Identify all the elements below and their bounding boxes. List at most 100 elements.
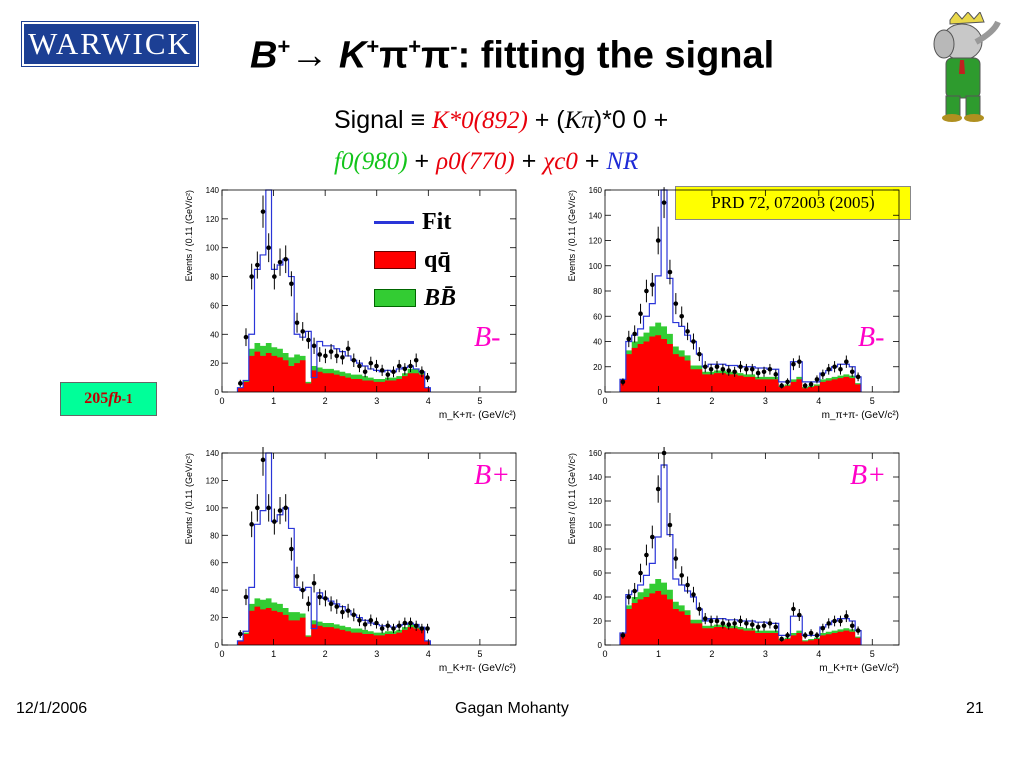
qq-area — [619, 335, 862, 392]
data-point — [755, 370, 761, 376]
y-axis-label: Events / (0.11 (GeV/c²) — [567, 190, 577, 281]
data-point — [620, 379, 626, 385]
eq-plus-paren: + ( — [527, 106, 565, 134]
data-point — [685, 329, 690, 334]
x-tick-label: 5 — [477, 396, 482, 406]
data-point — [368, 618, 374, 623]
y-tick-label: 100 — [206, 504, 220, 513]
eq-signal: Signal — [334, 106, 404, 134]
data-point — [855, 374, 861, 380]
x-tick-label: 0 — [602, 649, 607, 659]
y-tick-label: 20 — [593, 363, 602, 372]
histogram-top-right: 0 20 40 60 80 100 120 140 160 0 1 2 3 4 5 m_π+π- (GeV/c… — [567, 186, 900, 421]
data-point — [328, 601, 334, 607]
data-point — [849, 623, 855, 629]
x-tick-label: 3 — [763, 396, 768, 406]
data-point — [317, 594, 323, 600]
chart-legend: Fit qq̄ BB̄ — [374, 203, 456, 317]
data-point — [755, 624, 761, 630]
data-point — [413, 623, 419, 629]
y-tick-label: 0 — [598, 388, 603, 397]
data-point — [785, 633, 790, 638]
y-tick-label: 140 — [206, 449, 220, 458]
data-point — [266, 505, 271, 511]
data-point — [328, 349, 334, 354]
title-b: B — [250, 34, 278, 77]
legend-fit: Fit — [374, 203, 456, 241]
data-point — [773, 624, 779, 630]
x-tick-label: 5 — [477, 649, 482, 659]
eq-plus-end: + — [646, 106, 669, 134]
data-point — [402, 620, 408, 626]
y-tick-label: 80 — [210, 273, 219, 282]
data-point — [385, 372, 391, 377]
y-tick-label: 40 — [593, 593, 602, 602]
footer-date: 12/1/2006 — [16, 700, 88, 717]
data-point — [351, 357, 357, 363]
data-point — [720, 366, 726, 372]
data-point — [317, 352, 323, 357]
data-point — [238, 381, 243, 386]
x-tick-label: 3 — [374, 649, 379, 659]
data-point — [357, 363, 362, 369]
data-point — [802, 633, 808, 638]
data-point — [419, 369, 425, 375]
data-point — [255, 262, 260, 268]
data-point — [249, 274, 254, 279]
data-point — [272, 274, 277, 279]
data-point — [661, 200, 667, 205]
data-point — [345, 346, 351, 352]
eq-f0: f0(980) — [334, 148, 408, 175]
legend-qq-label: qq̄ — [424, 246, 451, 273]
data-point — [340, 355, 345, 360]
eq-plus-5: + — [577, 147, 607, 175]
data-point — [738, 618, 743, 624]
x-tick-label: 2 — [709, 396, 714, 406]
data-point — [644, 552, 649, 558]
lumi-unit: fb — [108, 390, 122, 407]
data-point — [283, 505, 288, 511]
title-pi2: π — [421, 34, 451, 77]
data-point — [855, 628, 861, 633]
eq-equiv: ≡ — [403, 106, 432, 134]
y-tick-label: 80 — [593, 545, 602, 554]
y-tick-label: 80 — [210, 531, 219, 540]
qq-area — [619, 591, 862, 645]
y-tick-label: 40 — [210, 586, 219, 595]
y-tick-label: 60 — [210, 559, 219, 568]
y-tick-label: 60 — [593, 312, 602, 321]
legend-bb-swatch — [374, 289, 416, 307]
signal-equation: Signal ≡ K*0(892) + (Kπ)*0 0 + f0(980) +… — [334, 100, 668, 182]
y-tick-label: 100 — [206, 244, 220, 253]
data-point — [402, 366, 408, 372]
equation-line-1: Signal ≡ K*0(892) + (Kπ)*0 0 + — [334, 100, 668, 141]
data-point — [368, 360, 374, 366]
data-point — [673, 301, 679, 306]
data-point — [808, 630, 814, 636]
data-point — [832, 364, 837, 370]
data-point — [702, 364, 708, 370]
data-point — [732, 621, 737, 626]
data-point — [685, 582, 690, 588]
data-point — [702, 616, 708, 621]
lumi-exp: -1 — [121, 391, 133, 406]
data-point — [691, 339, 696, 344]
legend-qq: qq̄ — [374, 241, 456, 279]
y-tick-label: 40 — [593, 338, 602, 347]
y-tick-label: 160 — [589, 449, 603, 458]
histogram-top-left: 0 20 40 60 80 100 120 140 0 1 2 3 4 5 m_K+π- (GeV/c²) E… — [184, 186, 517, 421]
histogram-bottom-right: 0 20 40 60 80 100 120 140 160 0 1 2 3 4 5 m_K+π+ (GeV/c… — [567, 447, 900, 674]
data-point — [632, 331, 637, 337]
data-point — [266, 245, 271, 251]
title-pi2-charge: - — [450, 34, 458, 59]
data-point — [802, 383, 808, 388]
data-point — [374, 620, 379, 626]
data-point — [726, 622, 732, 627]
data-point — [797, 359, 802, 364]
legend-qq-swatch — [374, 251, 416, 269]
data-point — [632, 588, 637, 594]
data-point — [255, 505, 260, 511]
data-point — [826, 621, 832, 626]
data-point — [732, 369, 737, 375]
title-pi1-charge: + — [408, 34, 422, 59]
